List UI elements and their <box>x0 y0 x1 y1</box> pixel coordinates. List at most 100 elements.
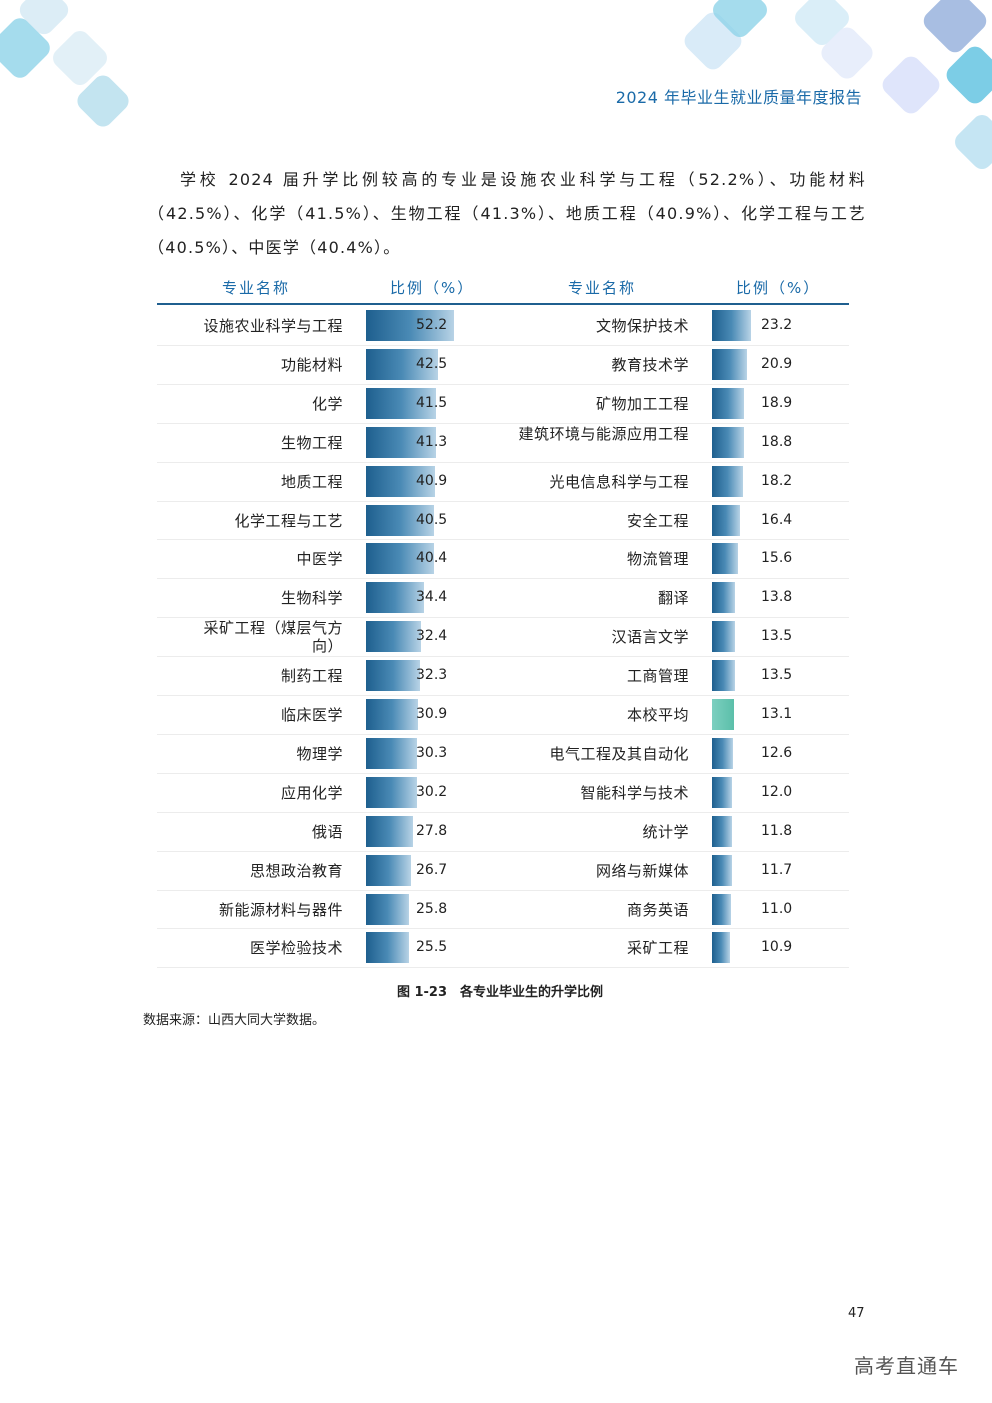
row-divider <box>157 889 503 891</box>
row-divider <box>157 695 503 696</box>
row-divider <box>503 578 849 580</box>
major-name: 中医学 <box>296 550 343 569</box>
ratio-bar <box>712 893 731 925</box>
row-divider <box>503 461 849 463</box>
row-divider <box>157 383 503 385</box>
row-divider <box>503 422 849 424</box>
major-name: 安全工程 <box>626 511 689 530</box>
column-header-ratio: 比例（%） <box>736 279 821 297</box>
ratio-bar <box>366 504 435 536</box>
ratio-value: 15.6 <box>761 550 793 567</box>
major-name: 地质工程 <box>280 472 343 491</box>
row-divider <box>503 772 849 774</box>
column-header-ratio: 比例（%） <box>390 279 475 297</box>
ratio-value: 30.2 <box>416 783 448 800</box>
row-divider <box>157 500 503 502</box>
major-name: 本校平均 <box>626 706 689 724</box>
row-divider <box>503 344 849 346</box>
ratio-value: 41.5 <box>416 394 448 411</box>
ratio-bar <box>712 621 735 653</box>
ratio-value: 13.5 <box>761 667 793 684</box>
ratio-value: 11.7 <box>761 861 793 878</box>
ratio-value: 10.9 <box>761 939 793 956</box>
row-divider <box>503 500 849 502</box>
row-divider <box>157 578 503 580</box>
major-name: 文物保护技术 <box>595 317 689 335</box>
ratio-value: 13.8 <box>761 589 793 606</box>
major-name: 医学检验技术 <box>249 939 343 958</box>
ratio-value: 34.4 <box>416 589 448 606</box>
ratio-bar <box>712 776 733 808</box>
major-name: 建筑环境与能源应用工程 <box>518 424 689 443</box>
major-name: 应用化学 <box>280 783 343 802</box>
row-divider <box>157 344 503 346</box>
row-divider <box>503 695 849 696</box>
major-name: 生物科学 <box>280 589 343 608</box>
major-name: 工商管理 <box>626 667 689 686</box>
column-header-name: 专业名称 <box>222 279 291 297</box>
ratio-bar <box>366 426 436 458</box>
ratio-bar <box>712 387 744 419</box>
decor-diamond <box>942 42 992 108</box>
row-divider <box>157 772 503 774</box>
major-name: 汉语言文学 <box>611 628 689 647</box>
ratio-bar <box>712 310 752 341</box>
major-name: 制药工程 <box>280 667 343 686</box>
major-name: 光电信息科学与工程 <box>549 472 689 491</box>
ratio-value: 18.9 <box>761 394 793 411</box>
ratio-value: 13.5 <box>761 628 793 645</box>
major-name: 新能源材料与器件 <box>218 900 343 919</box>
ratio-value: 25.8 <box>416 900 448 917</box>
average-bar <box>712 699 735 730</box>
ratio-bar <box>712 348 748 380</box>
major-name: 物流管理 <box>626 550 689 569</box>
ratio-value: 12.0 <box>761 783 793 800</box>
major-name: 电气工程及其自动化 <box>549 744 689 763</box>
ratio-bar <box>366 893 410 925</box>
ratio-bar <box>712 465 743 497</box>
major-name: 化学 <box>311 394 343 413</box>
ratio-value: 11.0 <box>761 900 793 917</box>
row-divider <box>503 889 849 891</box>
row-divider <box>157 422 503 424</box>
row-divider <box>503 539 849 541</box>
row-divider <box>503 617 849 619</box>
column-header-name: 专业名称 <box>568 279 637 297</box>
major-name: 思想政治教育 <box>249 861 343 880</box>
ratio-value: 40.4 <box>416 550 448 567</box>
row-divider <box>503 928 849 930</box>
page-number: 47 <box>848 1306 865 1321</box>
row-divider <box>503 967 849 969</box>
major-name: 采矿工程 <box>626 939 689 958</box>
major-name: 智能科学与技术 <box>580 783 689 802</box>
ratio-value: 18.8 <box>761 433 793 450</box>
major-name: 功能材料 <box>280 355 343 374</box>
ratio-bar <box>712 815 732 847</box>
ratio-value: 32.3 <box>416 667 448 684</box>
ratio-bar <box>366 776 417 808</box>
ratio-bar <box>366 660 421 692</box>
major-name: 生物工程 <box>280 433 343 452</box>
major-name: 商务英语 <box>626 900 689 919</box>
ratio-value: 40.9 <box>416 472 448 489</box>
decor-diamond <box>950 110 992 174</box>
major-name: 矿物加工工程 <box>595 394 689 413</box>
ratio-bar <box>366 582 424 614</box>
ratio-bar <box>712 543 739 575</box>
ratio-bar <box>712 504 740 536</box>
intro-paragraph: 学校 2024 届升学比例较高的专业是设施农业科学与工程（52.2%）、功能材料… <box>148 170 866 257</box>
ratio-bar <box>712 426 744 458</box>
ratio-bar <box>366 543 435 575</box>
row-divider <box>157 733 503 735</box>
major-name: 网络与新媒体 <box>595 861 689 880</box>
ratio-bar <box>712 737 734 769</box>
ratio-value: 11.8 <box>761 822 793 839</box>
ratio-bar <box>366 621 421 653</box>
row-divider <box>503 811 849 813</box>
ratio-bar <box>366 387 436 419</box>
decor-diamond <box>878 52 944 118</box>
ratio-value: 40.5 <box>416 511 448 528</box>
ratio-bar <box>712 854 732 886</box>
header-title: 2024 年毕业生就业质量年度报告 <box>615 88 862 107</box>
major-name: 化学工程与工艺 <box>234 511 343 530</box>
